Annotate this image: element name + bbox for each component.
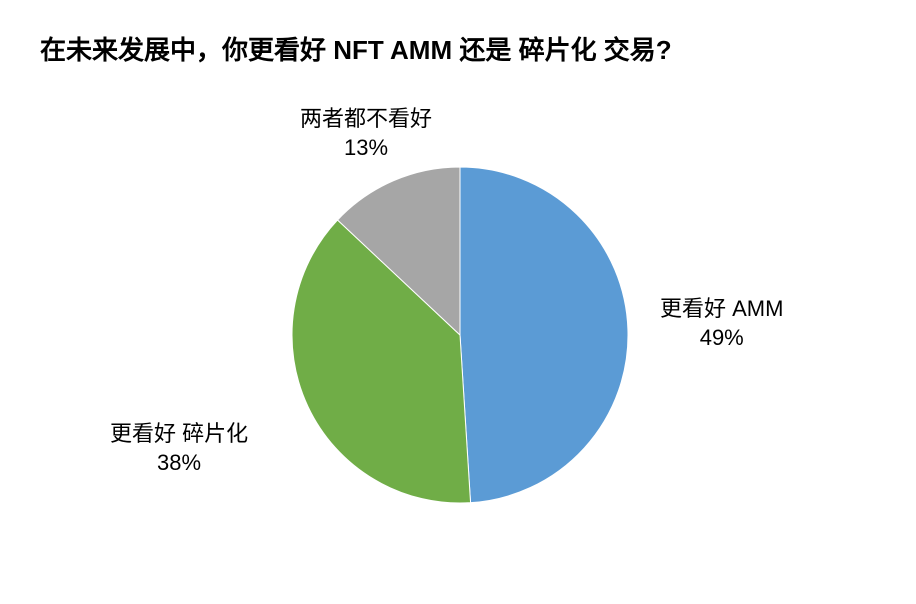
slice-label-name: 更看好 碎片化 xyxy=(110,420,248,449)
slice-label-percent: 49% xyxy=(660,324,783,353)
chart-title: 在未来发展中，你更看好 NFT AMM 还是 碎片化 交易? xyxy=(40,30,672,67)
pie-svg xyxy=(290,165,630,505)
slice-label-1: 更看好 碎片化38% xyxy=(110,420,248,477)
slice-label-0: 更看好 AMM49% xyxy=(660,295,783,352)
slice-label-percent: 13% xyxy=(300,134,432,163)
slice-label-name: 更看好 AMM xyxy=(660,295,783,324)
pie-slice-0 xyxy=(460,167,628,503)
slice-label-percent: 38% xyxy=(110,449,248,478)
slice-label-name: 两者都不看好 xyxy=(300,105,432,134)
slice-label-2: 两者都不看好13% xyxy=(300,105,432,162)
pie-chart xyxy=(290,165,630,505)
